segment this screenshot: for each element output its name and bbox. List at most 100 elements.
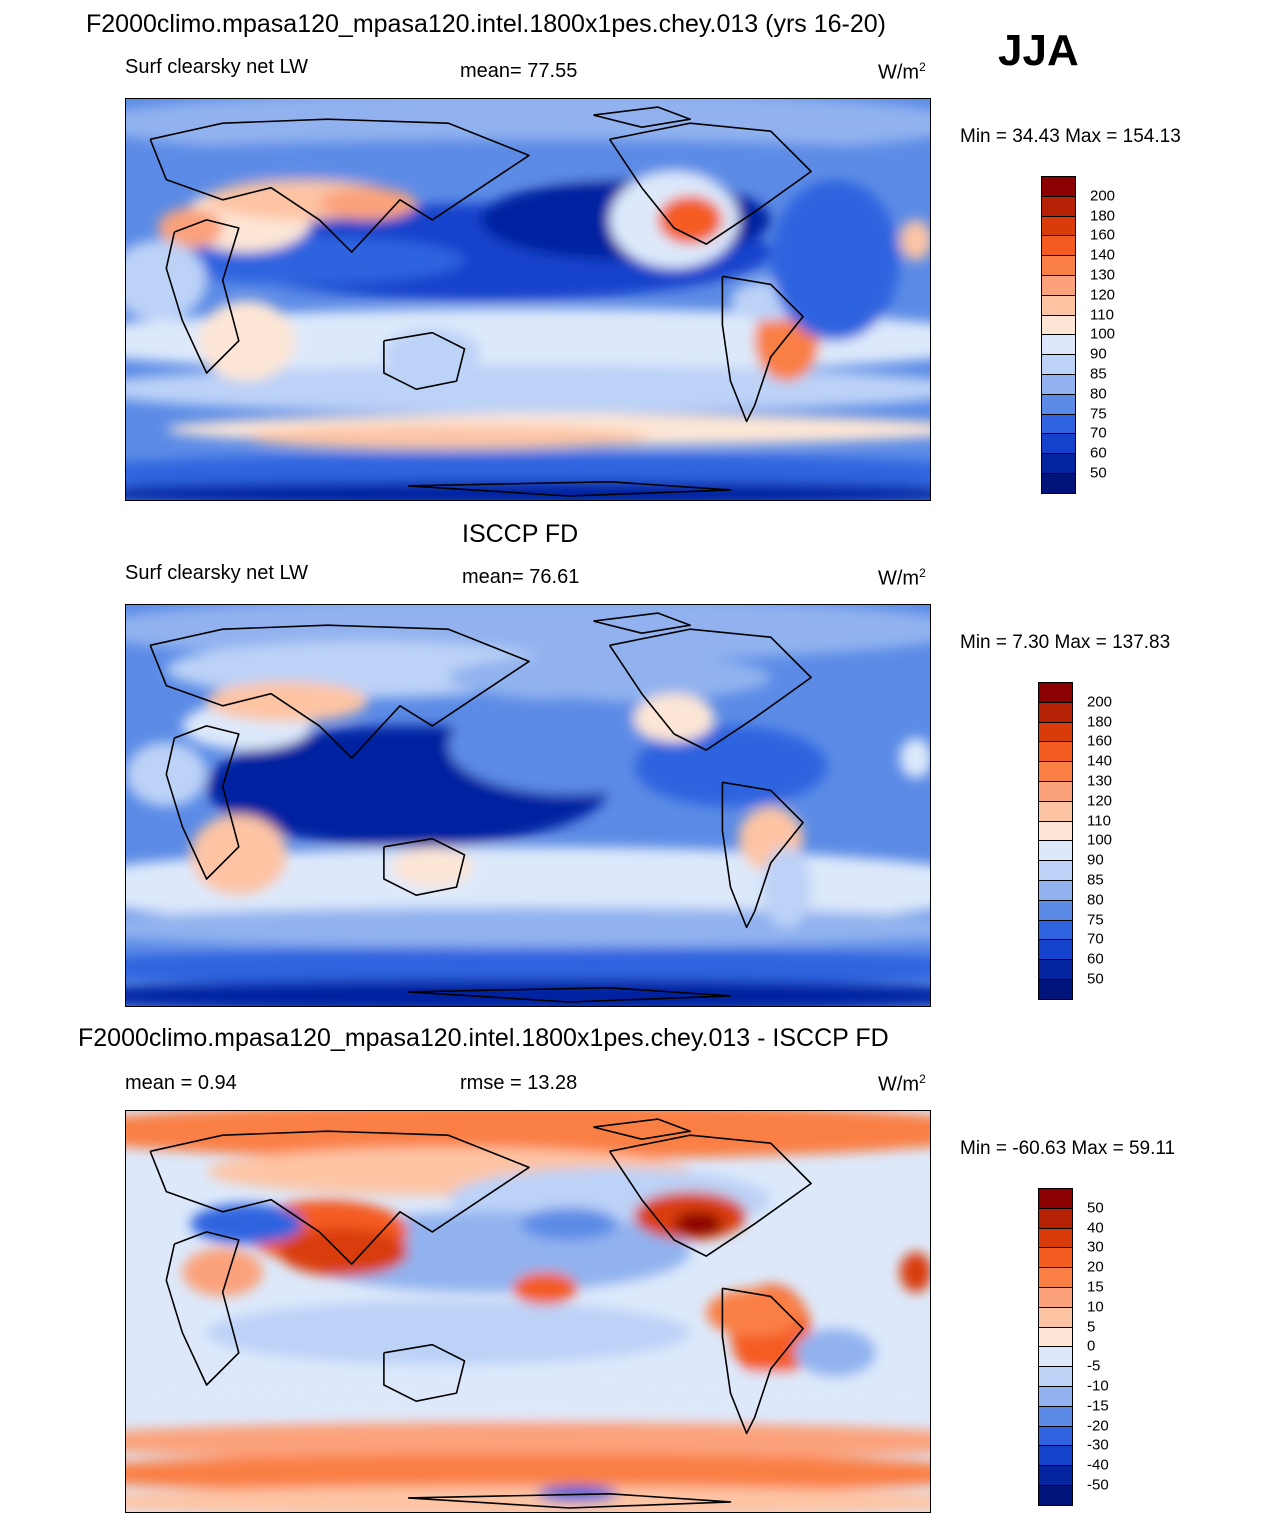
colorbar-label: 100 [1087,831,1113,849]
panel2-minmax: Min = 7.30 Max = 137.83 [960,632,1171,653]
colorbar-box [1038,899,1073,921]
colorbar-box [1041,374,1076,395]
field-region [391,846,473,888]
colorbar-label: 60 [1090,444,1107,462]
colorbar-box [1041,413,1076,435]
colorbar-box [1038,1485,1073,1506]
colorbar-label: 110 [1087,812,1111,830]
colorbar-box [1038,1326,1073,1348]
colorbar-label: 30 [1087,1238,1104,1256]
field-region [512,1272,578,1305]
colorbar-box [1041,473,1076,494]
field-region [899,737,930,779]
coastline [165,219,240,374]
colorbar-box [1038,860,1073,881]
colorbar-label: 160 [1087,732,1113,750]
colorbar-label: 200 [1090,187,1116,205]
field-region [383,328,481,378]
panel1-map [125,98,931,501]
field-region [126,99,930,156]
colorbar-box [1041,314,1076,336]
colorbar-box [1041,354,1076,375]
field-region [279,1227,409,1277]
colorbar-box [1041,255,1076,276]
panel3-units: W/m2 [878,1072,926,1096]
colorbar-box [1038,800,1073,822]
panel1-mean-label: mean= 77.55 [460,60,578,82]
panel3-rmse-label: rmse = 13.28 [460,1072,578,1094]
colorbar-box [1038,1366,1073,1387]
colorbar-label: 5 [1087,1318,1096,1336]
field-region [674,1211,723,1236]
colorbar-box [1038,840,1073,862]
colorbar-box [1038,1465,1073,1486]
field-region [246,425,650,450]
field-region [198,300,296,382]
field-region [126,947,930,988]
field-region [126,240,207,321]
field-region [633,693,715,743]
colorbar-label: 140 [1090,246,1116,264]
colorbar-box [1038,1188,1073,1209]
colorbar-box [1038,919,1073,941]
panel2-header: ISCCP FD [462,520,579,548]
colorbar-label: 15 [1087,1278,1104,1296]
colorbar-label: -20 [1087,1417,1109,1435]
colorbar-box [1038,1306,1073,1328]
panel2-map [125,604,931,1007]
field-region [190,814,288,896]
colorbar-label: -15 [1087,1397,1109,1415]
field-region [126,1111,930,1160]
colorbar-box [1038,1346,1073,1368]
colorbar-label: 20 [1087,1258,1104,1276]
colorbar-box [1041,275,1076,296]
field-region [158,207,223,249]
field-region [770,179,900,341]
coastline [608,628,812,751]
colorbar-label: 50 [1087,970,1104,988]
colorbar-box [1038,682,1073,703]
colorbar-box [1041,294,1076,316]
panel3-map [125,1110,931,1513]
colorbar-box [1038,1207,1073,1229]
colorbar-label: 180 [1090,207,1116,225]
coastline [165,725,240,880]
colorbar-label: 160 [1090,226,1116,244]
colorbar-label: 75 [1090,405,1107,423]
figure-title: F2000climo.mpasa120_mpasa120.intel.1800x… [86,10,887,38]
colorbar-box [1038,880,1073,901]
field-region [126,364,930,414]
colorbar-label: 85 [1090,365,1107,383]
colorbar-label: 40 [1087,1219,1104,1237]
field-region [657,195,723,245]
coastline [608,122,812,245]
colorbar-box [1038,1267,1073,1288]
coastline [408,481,732,497]
coastline [149,118,530,253]
colorbar-box [1038,741,1073,763]
field-region [448,697,691,795]
colorbar-box [1038,820,1073,842]
field-region [520,1207,618,1240]
colorbar-label: 80 [1090,385,1107,403]
coastline [383,1343,466,1402]
colorbar-label: 180 [1087,713,1113,731]
colorbar-box [1038,781,1073,802]
coastline [149,1130,530,1265]
colorbar-label: 85 [1087,871,1104,889]
panel3-header: F2000climo.mpasa120_mpasa120.intel.1800x… [78,1024,889,1052]
field-region [126,907,930,948]
colorbar-box [1041,433,1076,455]
field-region [126,846,930,928]
map-field [126,99,930,500]
coastline [383,331,466,390]
colorbar-label: 120 [1090,286,1116,304]
coastline [149,624,530,759]
field-region [182,1248,264,1297]
colorbar-label: 70 [1087,930,1104,948]
colorbar-box [1041,453,1076,474]
field-region [126,1453,930,1494]
colorbar-box [1041,334,1076,356]
field-region [633,725,828,807]
panel3-mean-label: mean = 0.94 [125,1072,237,1094]
